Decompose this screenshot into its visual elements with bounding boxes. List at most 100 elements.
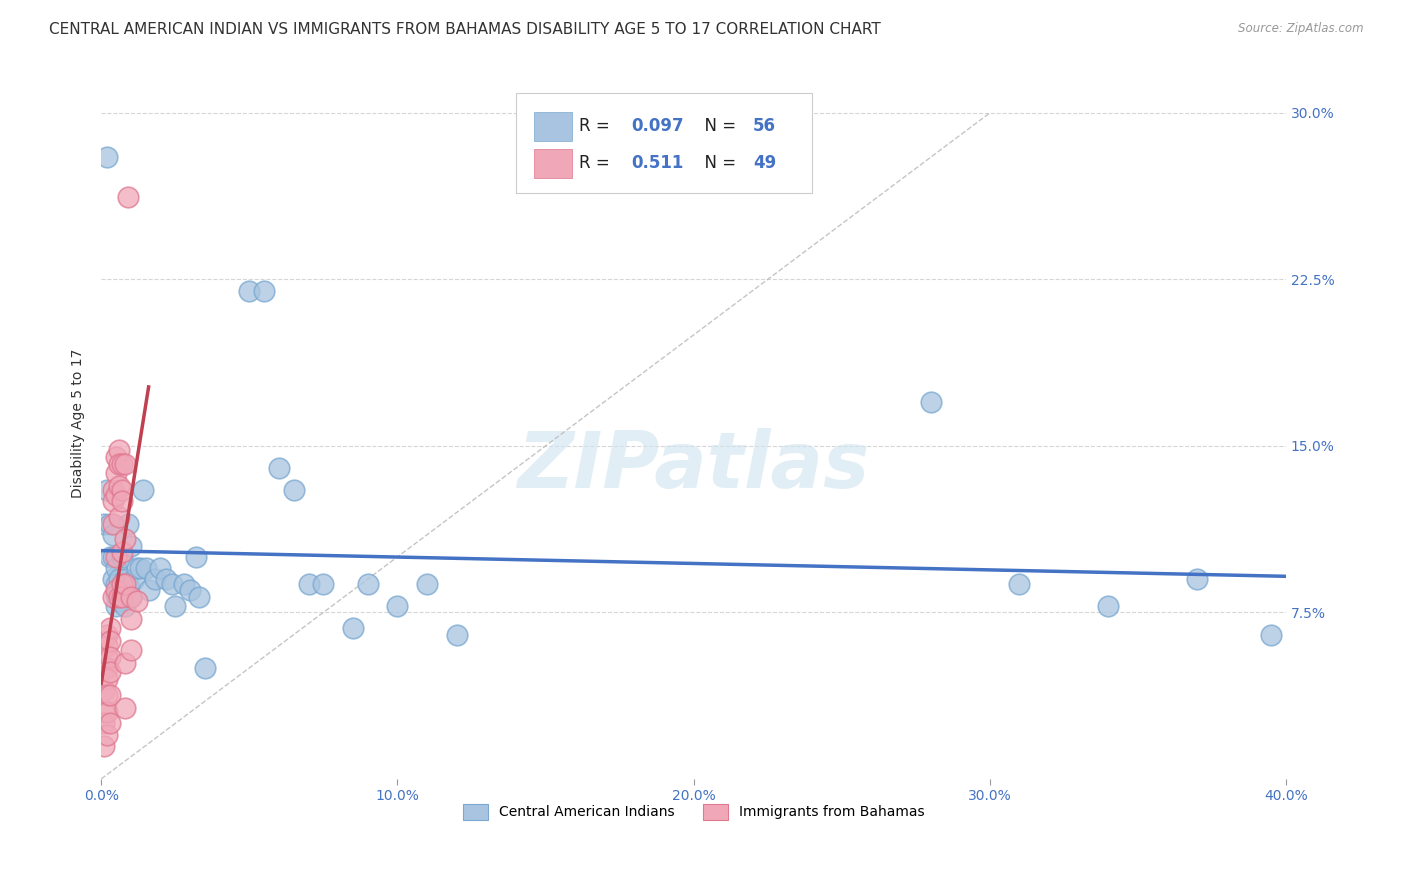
Point: [135, 561, 157, 575]
Text: N =: N =: [693, 154, 741, 172]
Text: 0.097: 0.097: [631, 118, 683, 136]
Point: [96, 639, 118, 653]
Point: [101, 483, 124, 498]
Y-axis label: Disability Age 5 to 17: Disability Age 5 to 17: [72, 349, 86, 499]
Point: [108, 479, 131, 493]
FancyBboxPatch shape: [516, 94, 813, 193]
Point: [125, 561, 148, 575]
Point: [125, 594, 148, 608]
Text: R =: R =: [579, 154, 614, 172]
Point: [111, 494, 134, 508]
Point: [162, 576, 184, 591]
Point: [143, 572, 166, 586]
Point: [1260, 627, 1282, 641]
Point: [184, 549, 207, 564]
Point: [98, 665, 121, 680]
Text: ZIPatlas: ZIPatlas: [517, 428, 870, 504]
Point: [105, 488, 128, 502]
Point: [122, 572, 145, 586]
Point: [96, 727, 118, 741]
Point: [114, 457, 136, 471]
Point: [96, 661, 118, 675]
Point: [93, 661, 115, 675]
Point: [96, 706, 118, 720]
Point: [105, 549, 128, 564]
Point: [357, 576, 380, 591]
Point: [101, 572, 124, 586]
Point: [114, 572, 136, 586]
Point: [117, 516, 139, 531]
Point: [165, 599, 187, 613]
Point: [105, 466, 128, 480]
Point: [387, 599, 409, 613]
Point: [267, 461, 290, 475]
Point: [108, 510, 131, 524]
Point: [1097, 599, 1119, 613]
Point: [114, 701, 136, 715]
Legend: Central American Indians, Immigrants from Bahamas: Central American Indians, Immigrants fro…: [457, 798, 929, 825]
Point: [96, 688, 118, 702]
Point: [108, 443, 131, 458]
Point: [188, 590, 211, 604]
Point: [342, 621, 364, 635]
Text: CENTRAL AMERICAN INDIAN VS IMMIGRANTS FROM BAHAMAS DISABILITY AGE 5 TO 17 CORREL: CENTRAL AMERICAN INDIAN VS IMMIGRANTS FR…: [49, 22, 882, 37]
Point: [108, 590, 131, 604]
Point: [111, 576, 134, 591]
Point: [114, 583, 136, 598]
Point: [98, 621, 121, 635]
Point: [1008, 576, 1031, 591]
Point: [120, 612, 142, 626]
FancyBboxPatch shape: [534, 112, 572, 141]
Point: [114, 532, 136, 546]
Point: [312, 576, 335, 591]
Point: [128, 561, 150, 575]
Point: [98, 634, 121, 648]
Point: [101, 549, 124, 564]
Text: 0.511: 0.511: [631, 154, 683, 172]
Point: [93, 716, 115, 731]
Point: [179, 583, 201, 598]
Point: [96, 627, 118, 641]
Point: [446, 627, 468, 641]
Point: [138, 583, 160, 598]
Point: [98, 516, 121, 531]
Point: [96, 150, 118, 164]
Point: [105, 561, 128, 575]
Point: [93, 683, 115, 698]
Point: [105, 588, 128, 602]
Text: N =: N =: [693, 118, 741, 136]
Text: 56: 56: [752, 118, 776, 136]
Point: [131, 483, 153, 498]
Point: [149, 561, 172, 575]
Point: [120, 590, 142, 604]
Point: [120, 590, 142, 604]
FancyBboxPatch shape: [534, 149, 572, 178]
Point: [1185, 572, 1208, 586]
Text: R =: R =: [579, 118, 614, 136]
Point: [101, 494, 124, 508]
Point: [173, 576, 195, 591]
Point: [117, 576, 139, 591]
Point: [105, 583, 128, 598]
Point: [105, 599, 128, 613]
Point: [101, 590, 124, 604]
Point: [194, 661, 217, 675]
Point: [105, 576, 128, 591]
Point: [111, 545, 134, 559]
Point: [96, 649, 118, 664]
Point: [101, 516, 124, 531]
Point: [108, 583, 131, 598]
Point: [105, 450, 128, 464]
Point: [98, 688, 121, 702]
Point: [238, 284, 260, 298]
Point: [920, 394, 942, 409]
Point: [120, 539, 142, 553]
Point: [114, 657, 136, 671]
Point: [108, 457, 131, 471]
Point: [253, 284, 276, 298]
Point: [108, 572, 131, 586]
Point: [416, 576, 439, 591]
Point: [114, 576, 136, 591]
Point: [98, 649, 121, 664]
Point: [93, 516, 115, 531]
